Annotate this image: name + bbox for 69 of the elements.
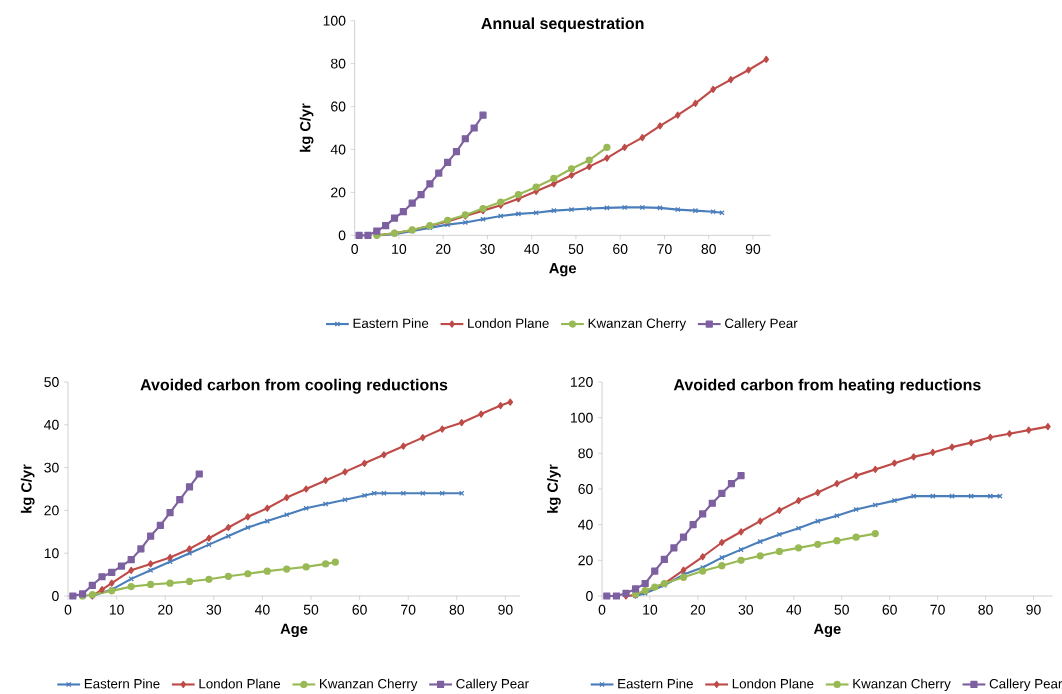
y-tick-label: 60	[578, 484, 593, 494]
legend-label: Eastern Pine	[618, 678, 693, 689]
x-tick-label: 20	[436, 244, 451, 254]
y-tick-label: 80	[578, 448, 593, 459]
y-tick-label: 20	[578, 555, 593, 566]
legend-label: Callery Pear	[456, 678, 529, 692]
legend-label: London Plane	[468, 318, 549, 328]
y-tick-label: 40	[44, 419, 59, 430]
chart-title: Annual sequestration	[481, 17, 644, 33]
y-axis-title: kg C/yr	[547, 464, 561, 513]
x-tick-label: 60	[882, 604, 897, 615]
y-tick-label: 120	[571, 377, 593, 387]
x-tick-label: 30	[480, 244, 495, 254]
x-tick-label: 70	[401, 604, 416, 615]
y-axis-title: kg C/yr	[20, 464, 35, 513]
x-tick-label: 80	[701, 244, 716, 254]
y-tick-label: 40	[330, 144, 346, 155]
x-tick-label: 20	[690, 604, 706, 615]
chart-title: Avoided carbon from cooling reductions	[140, 378, 448, 394]
y-tick-label: 100	[323, 15, 346, 26]
x-tick-label: 40	[786, 604, 802, 615]
legend-label: Callery Pear	[725, 318, 798, 331]
x-tick-label: 80	[978, 604, 993, 615]
x-tick-label: 70	[657, 244, 672, 254]
x-tick-label: 30	[738, 604, 754, 615]
y-tick-label: 10	[44, 548, 59, 559]
x-tick-label: 0	[598, 604, 606, 615]
y-tick-label: 0	[52, 591, 59, 601]
y-tick-label: 100	[571, 412, 593, 423]
x-tick-label: 70	[930, 604, 945, 615]
legend-label: London Plane	[732, 678, 814, 689]
legend-label: Eastern Pine	[84, 678, 160, 689]
x-tick-label: 80	[449, 604, 465, 615]
legend-label: London Plane	[199, 678, 281, 689]
y-axis-title: kg C/yr	[299, 103, 314, 152]
y-tick-label: 80	[331, 58, 346, 69]
y-tick-label: 50	[44, 377, 59, 387]
legend-label: Kwanzan Cherry	[853, 678, 951, 692]
y-tick-label: 60	[331, 101, 346, 112]
x-tick-label: 90	[1026, 604, 1041, 615]
y-tick-label: 0	[586, 591, 593, 601]
y-tick-label: 20	[331, 187, 346, 198]
x-axis-title: Age	[280, 623, 308, 637]
y-tick-label: 20	[44, 505, 59, 516]
x-tick-label: 10	[643, 604, 658, 615]
x-tick-label: 10	[109, 604, 124, 615]
x-tick-label: 60	[613, 244, 628, 254]
y-tick-label: 0	[338, 230, 346, 241]
chart-title: Avoided carbon from heating reductions	[673, 378, 981, 394]
legend-label: Kwanzan Cherry	[320, 678, 418, 692]
x-tick-label: 10	[392, 244, 407, 254]
x-tick-label: 40	[524, 244, 539, 254]
legend-label: Eastern Pine	[353, 318, 429, 328]
x-tick-label: 60	[352, 604, 367, 615]
legend-label: Callery Pear	[989, 678, 1062, 692]
y-tick-label: 30	[44, 462, 59, 473]
x-tick-label: 0	[351, 244, 359, 254]
x-tick-label: 40	[254, 604, 270, 615]
x-tick-label: 20	[158, 604, 173, 615]
x-axis-title: Age	[813, 623, 841, 637]
x-tick-label: 90	[498, 604, 513, 615]
x-tick-label: 50	[303, 604, 319, 615]
x-tick-label: 0	[64, 604, 72, 615]
legend-label: Kwanzan Cherry	[588, 318, 687, 331]
x-tick-label: 30	[206, 604, 222, 615]
y-tick-label: 40	[578, 519, 593, 530]
x-axis-title: Age	[549, 263, 577, 277]
x-tick-label: 50	[834, 604, 849, 615]
x-tick-label: 90	[745, 244, 761, 254]
